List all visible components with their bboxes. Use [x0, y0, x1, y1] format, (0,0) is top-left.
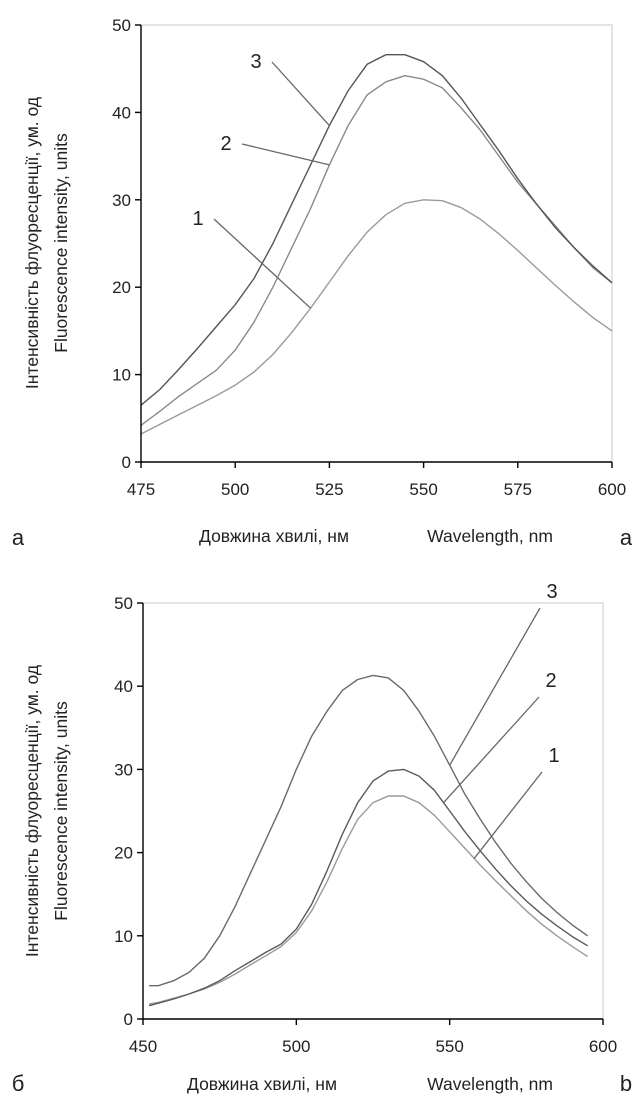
x-tick-label-a: 525 [315, 480, 343, 499]
y-tick-label-b: 50 [114, 594, 133, 613]
y-tick-label-a: 10 [112, 366, 131, 385]
y-tick-label-b: 20 [114, 844, 133, 863]
y-tick-label-a: 20 [112, 278, 131, 297]
x-tick-label-a: 600 [598, 480, 626, 499]
leader-line-2-b [443, 696, 540, 804]
y-axis-title-ua-b: Інтенсивність флуоресценції, ум. од [22, 665, 42, 957]
ticks-group-b: 0 10 20 30 40 50 450 500 550 600 [114, 594, 617, 1056]
x-tick-label-b: 550 [435, 1037, 463, 1056]
series-line-1-b [148, 795, 589, 1005]
series-line-3-a [140, 54, 613, 406]
x-axis-title-ua-a: Довжина хвилі, нм [199, 526, 349, 546]
leaders-group-b: 1 2 3 [443, 581, 560, 859]
x-axis-title-en-b: Wavelength, nm [427, 1074, 553, 1094]
panel-letter-right-b: b [620, 1071, 632, 1096]
x-tick-label-a: 575 [504, 480, 532, 499]
series-group-b [148, 674, 589, 1007]
curve-label-1-a: 1 [192, 208, 203, 230]
x-tick-label-a: 500 [221, 480, 249, 499]
curve-label-2-a: 2 [220, 133, 231, 155]
panel-letter-right-a: a [620, 525, 633, 550]
leader-line-2-a [241, 143, 330, 166]
panel-b: 1 2 3 0 10 20 30 40 50 450 500 550 600 Інтенсивніст… [12, 581, 632, 1096]
curve-label-3-b: 3 [546, 581, 557, 603]
plot-area-b [142, 602, 604, 1020]
panel-a: 1 2 3 0 10 20 30 40 50 475 500 525 550 575 600 Інтенс… [12, 16, 633, 550]
y-axis-title-ua-a: Інтенсивність флуоресценції, ум. од [22, 97, 42, 389]
series-line-2-a [140, 74, 613, 426]
series-line-1-a [140, 199, 613, 435]
leader-line-1-b [473, 771, 543, 859]
x-tick-label-b: 600 [589, 1037, 617, 1056]
plot-area-a [140, 24, 613, 463]
x-axis-title-ua-b: Довжина хвилі, нм [187, 1074, 337, 1094]
leader-line-3-b [449, 607, 541, 766]
series-line-2-b [148, 768, 589, 1007]
y-tick-label-b: 10 [114, 927, 133, 946]
y-axis-title-en-b: Fluorescence intensity, units [51, 701, 71, 921]
y-tick-label-b: 30 [114, 760, 133, 779]
curve-label-2-b: 2 [545, 670, 556, 692]
y-tick-label-a: 40 [112, 103, 131, 122]
x-axis-title-en-a: Wavelength, nm [427, 526, 553, 546]
leader-line-1-a [213, 218, 312, 309]
series-group-a [140, 54, 613, 435]
leader-line-3-a [271, 61, 330, 126]
x-tick-label-a: 550 [409, 480, 437, 499]
ticks-group-a: 0 10 20 30 40 50 475 500 525 550 575 600 [112, 16, 626, 499]
panel-letter-left-a: а [12, 525, 25, 550]
y-tick-label-a: 0 [122, 453, 131, 472]
y-tick-label-a: 50 [112, 16, 131, 35]
x-tick-label-a: 475 [127, 480, 155, 499]
y-tick-label-b: 40 [114, 677, 133, 696]
y-tick-label-a: 30 [112, 191, 131, 210]
leaders-group-a: 1 2 3 [192, 51, 330, 309]
y-tick-label-b: 0 [124, 1010, 133, 1029]
x-tick-label-b: 500 [282, 1037, 310, 1056]
curve-label-1-b: 1 [548, 745, 559, 767]
panel-letter-left-b: б [12, 1071, 25, 1096]
curve-label-3-a: 3 [250, 51, 261, 73]
y-axis-title-en-a: Fluorescence intensity, units [51, 133, 71, 353]
x-tick-label-b: 450 [129, 1037, 157, 1056]
series-line-3-b [149, 674, 589, 987]
